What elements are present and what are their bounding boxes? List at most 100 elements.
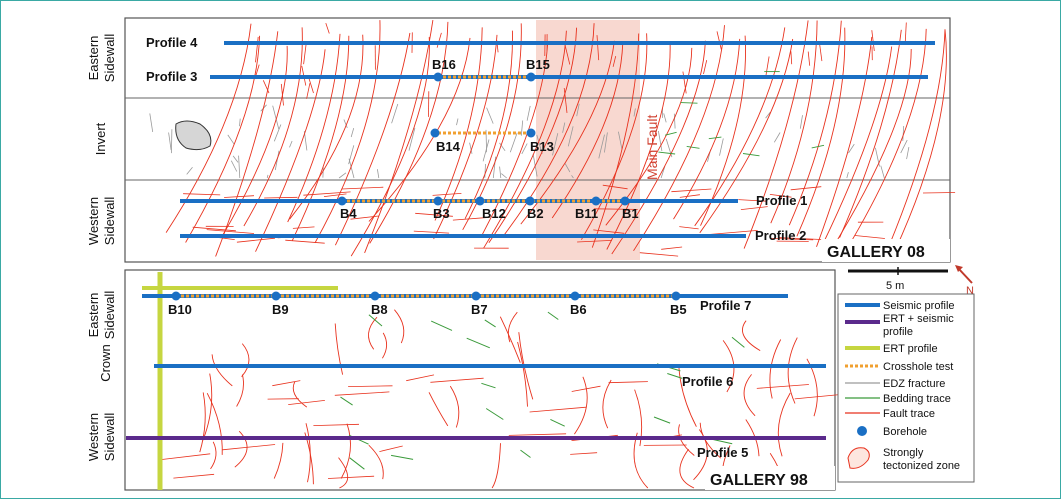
edz-fracture (343, 119, 348, 129)
fault-trace (577, 240, 612, 243)
fault-trace (210, 441, 217, 470)
fault-trace (206, 392, 223, 455)
edz-fracture (348, 145, 355, 165)
fault-trace (593, 229, 625, 234)
fault-trace (291, 35, 350, 241)
bedding-trace (708, 136, 722, 140)
profile-3-label: Profile 3 (146, 69, 197, 84)
fault-trace (382, 332, 388, 359)
borehole-b12 (475, 196, 485, 206)
fault-trace (160, 453, 211, 460)
fault-trace (434, 27, 483, 221)
fault-trace (264, 196, 298, 199)
fault-trace (202, 373, 213, 441)
fault-trace (788, 20, 842, 226)
fault-trace (591, 33, 640, 248)
fault-trace (816, 36, 873, 247)
edz-fracture (900, 139, 908, 154)
borehole-b13-label: B13 (530, 139, 554, 154)
fault-trace (222, 444, 276, 451)
north-arrow: N (955, 265, 974, 297)
fault-trace (581, 33, 648, 240)
edz-fracture (567, 126, 574, 147)
edz-fracture (273, 124, 282, 142)
edz-fracture (576, 103, 580, 117)
fault-trace (432, 193, 462, 196)
fault-trace (716, 31, 722, 50)
bedding-trace (550, 418, 565, 427)
borehole-b1-label: B1 (622, 206, 639, 221)
bedding-trace (547, 311, 559, 320)
edz-fracture (289, 140, 293, 148)
borehole-b16-label: B16 (432, 57, 456, 72)
fault-trace (884, 29, 946, 257)
north-label: N (966, 285, 974, 297)
g98-western-label-2: Sidewall (102, 413, 117, 462)
borehole-b14-label: B14 (436, 139, 461, 154)
edz-fracture (848, 143, 855, 154)
edz-fracture (604, 132, 608, 153)
fault-trace (507, 311, 518, 343)
fault-trace (272, 380, 301, 387)
edz-fracture (660, 166, 666, 179)
edz-fracture (230, 160, 238, 172)
legend-crosshole: Crosshole test (883, 361, 953, 373)
fault-trace (769, 339, 782, 399)
legend-bedding: Bedding trace (883, 393, 951, 405)
g98-eastern-label-2: Sidewall (102, 291, 117, 340)
legend-fault: Fault trace (883, 408, 935, 420)
bedding-trace (391, 454, 414, 460)
edz-fracture (571, 175, 574, 179)
borehole-b5 (671, 291, 681, 301)
bedding-trace (742, 153, 760, 157)
profile-6-label: Profile 6 (682, 374, 733, 389)
borehole-b12-label: B12 (482, 206, 506, 221)
bedding-trace (484, 319, 496, 328)
fault-trace (740, 206, 768, 210)
borehole-b3-label: B3 (433, 206, 450, 221)
edz-fracture (521, 143, 528, 155)
fault-trace (602, 379, 612, 429)
fault-trace (703, 60, 708, 75)
fault-trace (348, 385, 393, 387)
fault-trace (777, 392, 791, 457)
fault-trace (306, 83, 311, 99)
fault-trace (742, 320, 761, 351)
bedding-trace (481, 382, 496, 389)
edz-fracture (408, 127, 416, 151)
fault-trace (821, 46, 893, 246)
fault-trace (334, 323, 344, 375)
legend-tectonized-zone-icon (847, 447, 870, 469)
fault-trace (710, 230, 758, 235)
edz-fracture (499, 166, 502, 179)
fault-trace (379, 445, 403, 452)
fault-trace (491, 443, 501, 489)
legend: Seismic profile ERT + seismic profile ER… (837, 293, 975, 483)
borehole-b11 (591, 196, 601, 206)
edz-fracture (902, 125, 905, 141)
bedding-trace (686, 145, 700, 149)
fault-trace (340, 423, 351, 479)
borehole-b5-label: B5 (670, 302, 687, 317)
fault-trace (430, 377, 484, 383)
fault-trace (303, 191, 351, 196)
fault-trace (224, 195, 255, 198)
fault-trace (807, 51, 811, 66)
fault-trace (394, 309, 405, 344)
fault-trace (819, 42, 823, 62)
gallery-08-panel: Profile 4 Profile 3 Profile 1 Profile 2 … (86, 17, 956, 263)
edz-fracture (377, 169, 380, 179)
edz-fracture (338, 172, 347, 179)
fault-trace (671, 188, 712, 193)
fault-trace (173, 473, 215, 479)
edz-fracture (484, 163, 486, 178)
edz-fracture (499, 142, 506, 152)
fault-trace (904, 22, 907, 42)
fault-trace (678, 365, 697, 427)
scale-bar: 5 m (848, 267, 948, 292)
fault-trace (236, 374, 244, 407)
fault-trace (612, 56, 617, 67)
fault-trace (743, 374, 756, 417)
fault-trace (564, 42, 571, 65)
fault-trace (699, 38, 794, 234)
